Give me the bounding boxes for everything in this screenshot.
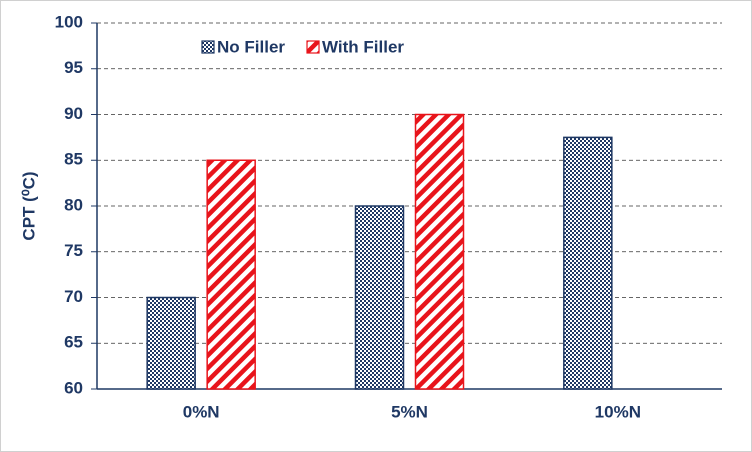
legend-label: No Filler bbox=[217, 37, 285, 56]
legend-label: With Filler bbox=[322, 37, 404, 56]
legend-swatch bbox=[201, 40, 215, 54]
y-tick-label: 95 bbox=[64, 58, 83, 77]
y-tick-label: 100 bbox=[55, 12, 83, 31]
y-tick-label: 70 bbox=[64, 287, 83, 306]
bar bbox=[414, 113, 465, 390]
x-tick-label: 0%N bbox=[183, 402, 220, 421]
legend-swatch bbox=[306, 40, 320, 54]
x-tick-label: 5%N bbox=[391, 402, 428, 421]
y-tick-label: 90 bbox=[64, 104, 83, 123]
x-tick-label: 10%N bbox=[595, 402, 641, 421]
bar bbox=[354, 205, 405, 390]
y-tick-label: 75 bbox=[64, 241, 83, 260]
y-tick-label: 80 bbox=[64, 195, 83, 214]
y-tick-label: 60 bbox=[64, 378, 83, 397]
y-axis-label: CPT (⁰C) bbox=[19, 171, 38, 240]
bar bbox=[206, 159, 256, 390]
y-tick-label: 65 bbox=[64, 333, 83, 352]
bar bbox=[563, 136, 613, 390]
bar bbox=[146, 296, 196, 390]
y-tick-label: 85 bbox=[64, 150, 83, 169]
